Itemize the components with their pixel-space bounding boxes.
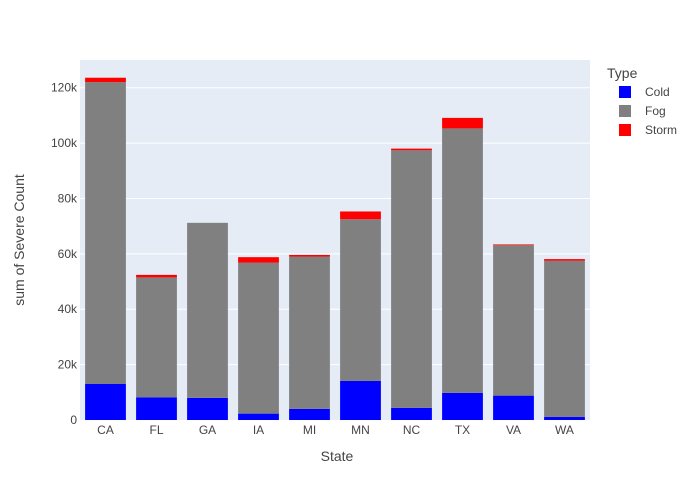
bar-fog-ca[interactable] — [85, 82, 126, 385]
bar-storm-wa[interactable] — [544, 259, 585, 261]
bar-cold-ga[interactable] — [187, 397, 228, 420]
x-tick-label: MN — [351, 423, 370, 437]
bar-cold-nc[interactable] — [391, 407, 432, 420]
bar-fog-tx[interactable] — [442, 128, 483, 393]
y-tick-label: 120k — [51, 81, 78, 95]
bar-cold-mn[interactable] — [340, 380, 381, 420]
legend-label-cold[interactable]: Cold — [645, 85, 670, 99]
legend-swatch-storm[interactable] — [619, 124, 631, 136]
y-tick-labels: 0 20k 40k 60k 80k 100k 120k — [51, 81, 78, 427]
legend-title: Type — [607, 65, 638, 81]
y-axis-title: sum of Severe Count — [11, 174, 27, 306]
x-axis-title: State — [321, 448, 354, 464]
bar-fog-fl[interactable] — [136, 277, 177, 398]
bars — [85, 77, 585, 420]
bar-cold-mi[interactable] — [289, 408, 330, 420]
bar-storm-mi[interactable] — [289, 254, 330, 257]
legend-swatch-fog[interactable] — [619, 105, 631, 117]
y-tick-label: 60k — [58, 247, 78, 261]
bar-cold-va[interactable] — [493, 395, 534, 420]
bar-fog-ga[interactable] — [187, 222, 228, 398]
x-tick-label: NC — [403, 423, 421, 437]
bar-storm-va[interactable] — [493, 244, 534, 246]
bar-storm-mn[interactable] — [340, 211, 381, 220]
bar-fog-ia[interactable] — [238, 262, 279, 414]
bar-storm-fl[interactable] — [136, 274, 177, 278]
bar-fog-wa[interactable] — [544, 260, 585, 417]
x-tick-label: WA — [555, 423, 574, 437]
x-tick-label: MI — [303, 423, 316, 437]
x-tick-labels: CA FL GA IA MI MN NC TX VA WA — [97, 423, 574, 437]
x-tick-label: GA — [199, 423, 216, 437]
bar-storm-ca[interactable] — [85, 77, 126, 83]
legend: Type Cold Fog Storm — [607, 65, 677, 137]
bar-cold-ca[interactable] — [85, 384, 126, 420]
bar-storm-tx[interactable] — [442, 117, 483, 129]
bar-storm-ia[interactable] — [238, 257, 279, 263]
y-tick-label: 40k — [58, 302, 78, 316]
y-tick-label: 80k — [58, 191, 78, 205]
x-tick-label: TX — [455, 423, 470, 437]
bar-cold-wa[interactable] — [544, 416, 585, 420]
y-tick-label: 20k — [58, 358, 78, 372]
bar-storm-nc[interactable] — [391, 148, 432, 151]
x-tick-label: VA — [506, 423, 521, 437]
bar-fog-nc[interactable] — [391, 150, 432, 408]
bar-fog-mi[interactable] — [289, 256, 330, 409]
bar-cold-ia[interactable] — [238, 413, 279, 420]
bar-fog-va[interactable] — [493, 245, 534, 396]
x-tick-label: CA — [97, 423, 114, 437]
bar-fog-mn[interactable] — [340, 219, 381, 381]
legend-label-fog[interactable]: Fog — [645, 104, 666, 118]
y-tick-label: 100k — [51, 136, 78, 150]
legend-label-storm[interactable]: Storm — [645, 123, 677, 137]
y-tick-label: 0 — [70, 413, 77, 427]
bar-cold-fl[interactable] — [136, 397, 177, 420]
legend-swatch-cold[interactable] — [619, 86, 631, 98]
x-tick-label: IA — [253, 423, 264, 437]
x-tick-label: FL — [149, 423, 163, 437]
bar-cold-tx[interactable] — [442, 392, 483, 420]
